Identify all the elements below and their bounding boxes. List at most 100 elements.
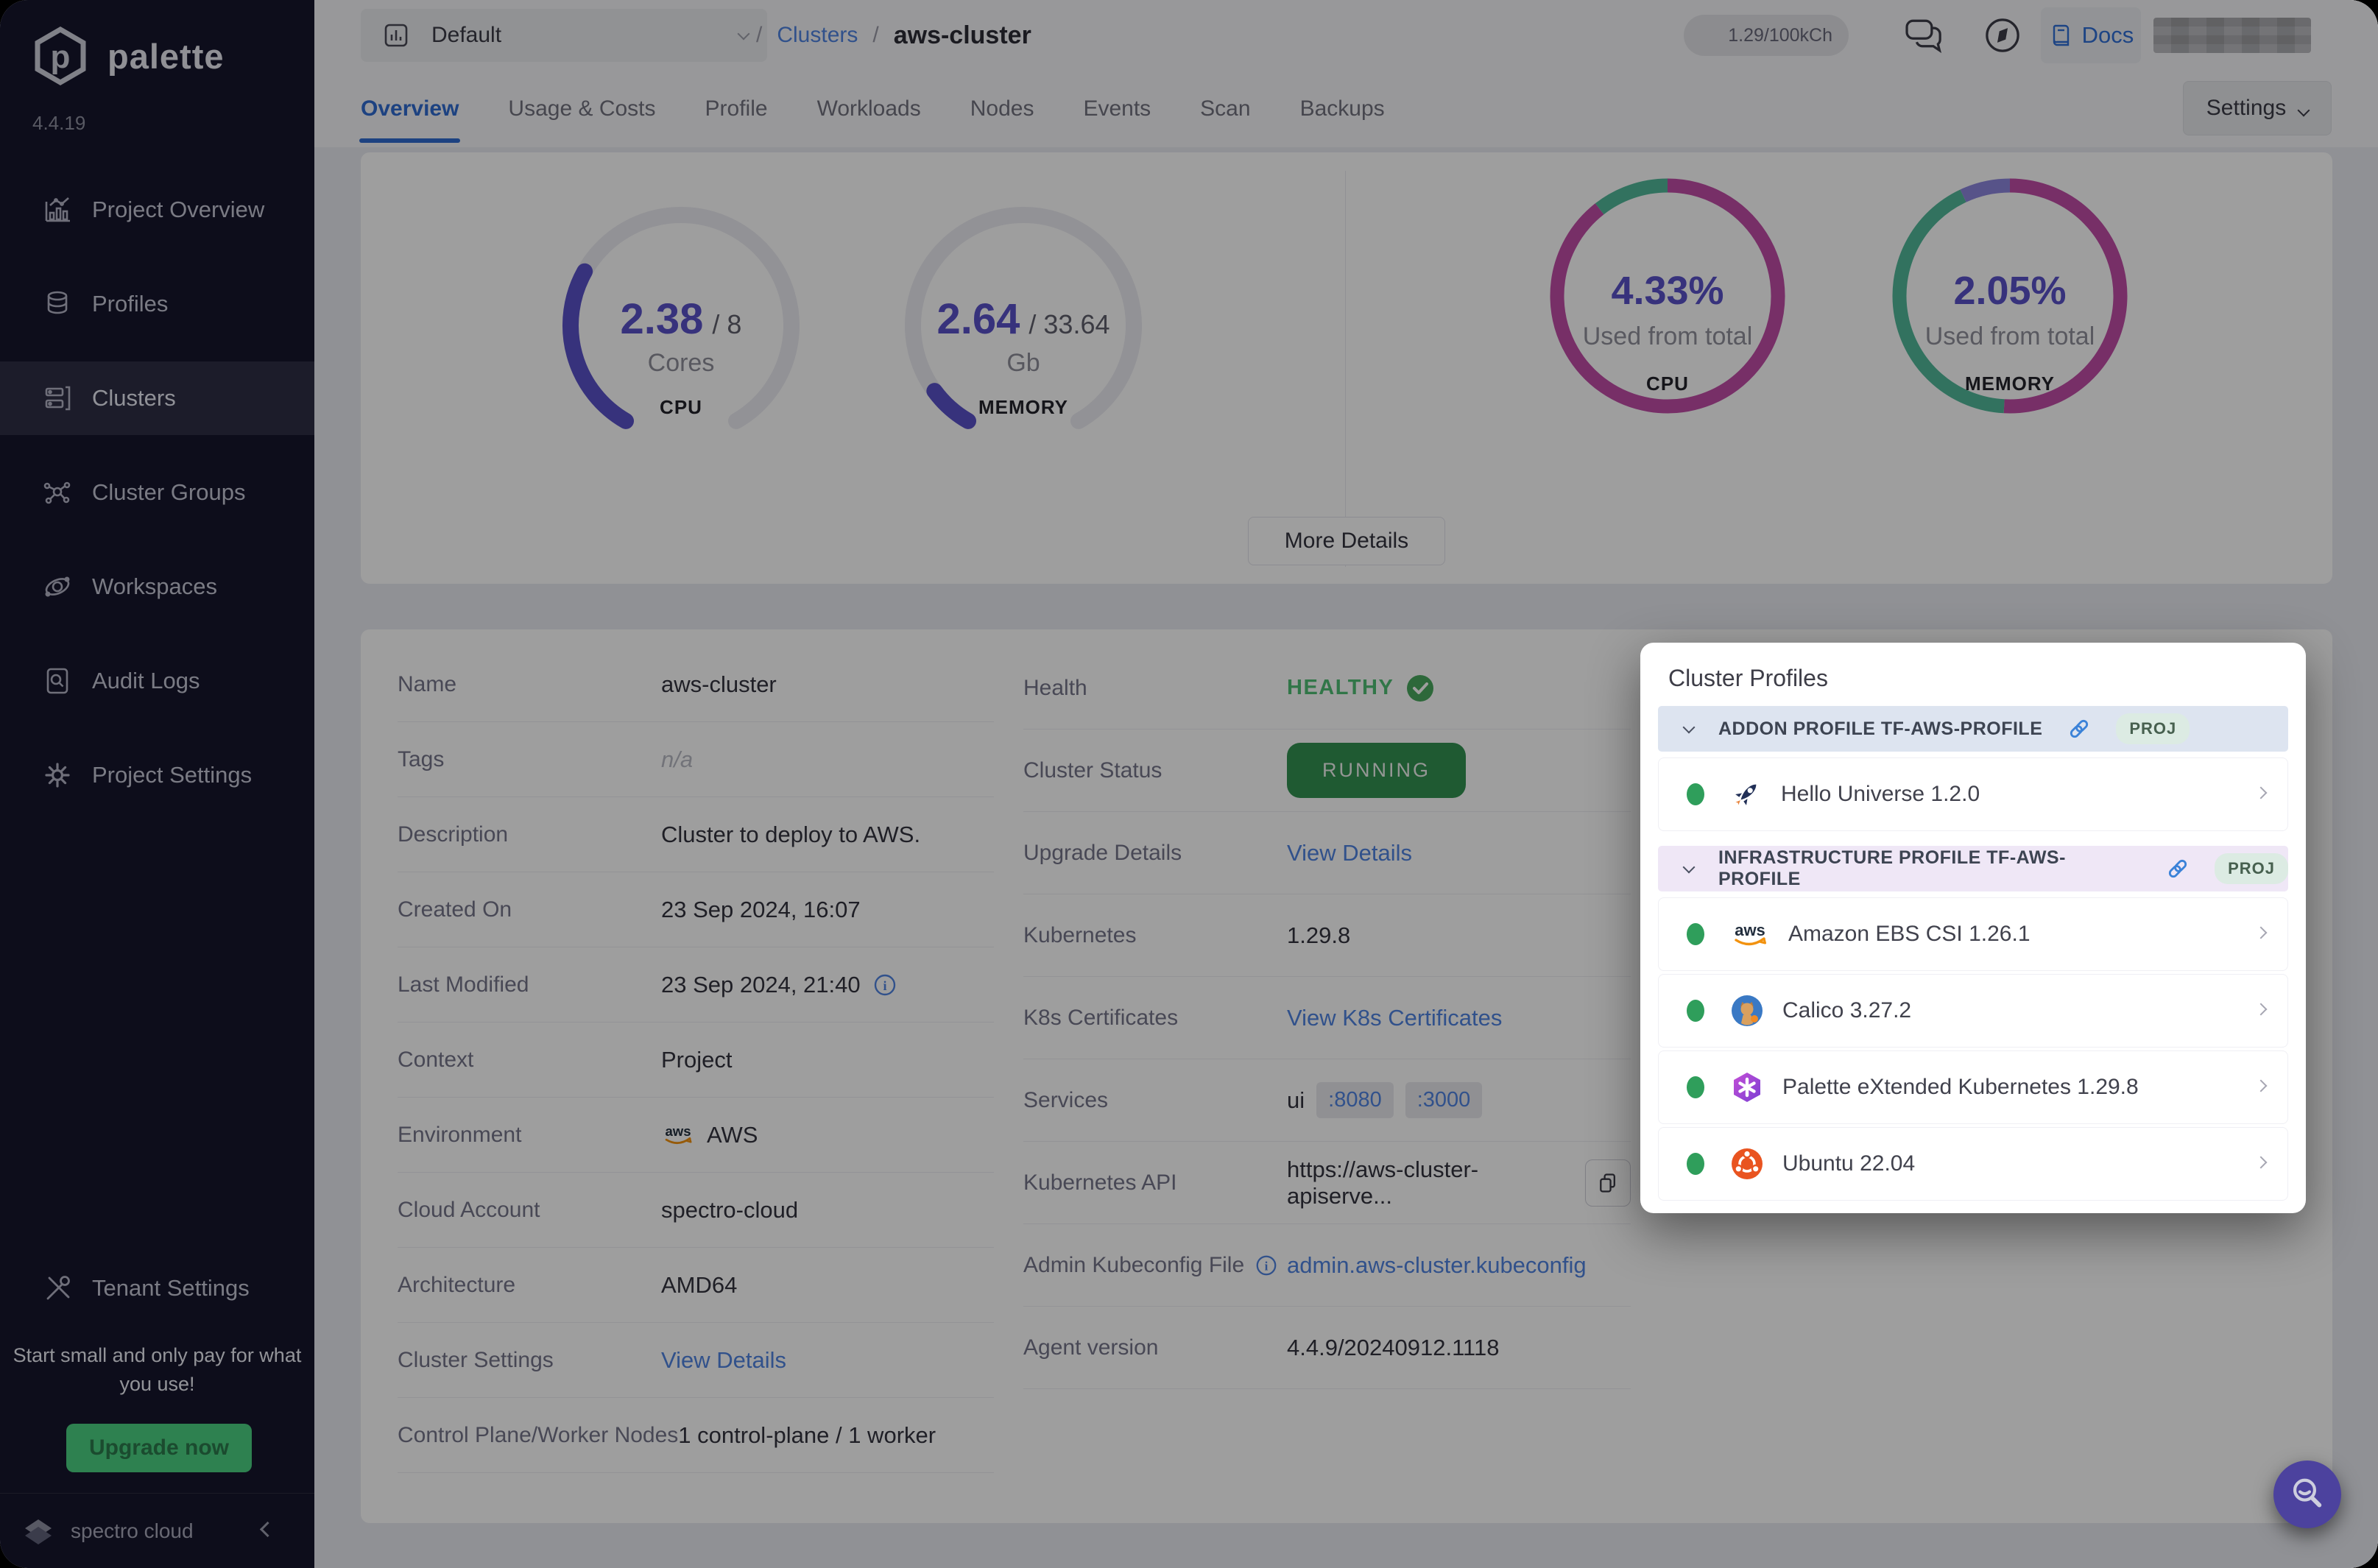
infrastructure-profile-section-header[interactable]: INFRASTRUCTURE PROFILE TF-AWS-PROFILE PR… [1658,846,2288,891]
copy-icon[interactable] [1585,1159,1631,1207]
detail-row-cloud-account: Cloud Account spectro-cloud [398,1173,994,1248]
sidebar: p palette 4.4.19 Project Overview [0,0,314,1568]
chevron-down-icon [1684,862,1693,875]
top-bar: Default / Clusters / aws-cluster 1.29/10… [314,0,2378,71]
tab-nodes[interactable]: Nodes [970,96,1034,121]
sidebar-item-label: Cluster Groups [92,479,245,506]
palette-logo-icon: p [29,25,91,87]
project-selector[interactable]: Default [361,9,767,62]
profile-pack-calico[interactable]: Calico 3.27.2 [1658,974,2288,1048]
cluster-settings-view-details-link[interactable]: View Details [661,1347,786,1374]
tab-profile[interactable]: Profile [705,96,768,121]
panel-title: Cluster Profiles [1668,665,2288,694]
sidebar-collapse-button[interactable] [262,1524,273,1539]
chevron-right-icon [2257,788,2265,801]
link-icon [2166,857,2190,880]
scope-badge: PROJ [2116,713,2190,744]
detail-row-cluster-status: Cluster Status RUNNING [1023,730,1631,812]
sidebar-item-profiles[interactable]: Profiles [0,267,314,341]
memory-total-value: / 33.64 [1029,309,1109,340]
profile-pack-amazon-ebs-csi[interactable]: aws Amazon EBS CSI 1.26.1 [1658,897,2288,971]
upgrade-now-button[interactable]: Upgrade now [66,1424,252,1472]
tab-overview[interactable]: Overview [361,96,459,121]
breadcrumb-separator: / [756,23,762,48]
breadcrumb-current: aws-cluster [894,21,1031,50]
upgrade-view-details-link[interactable]: View Details [1287,840,1412,866]
sidebar-item-label: Profiles [92,291,168,317]
sidebar-item-project-overview[interactable]: Project Overview [0,173,314,247]
docs-button[interactable]: Docs [2041,7,2141,63]
detail-row-architecture: Architecture AMD64 [398,1248,994,1323]
view-k8s-certificates-link[interactable]: View K8s Certificates [1287,1005,1502,1031]
sidebar-item-label: Tenant Settings [92,1275,250,1302]
tab-workloads[interactable]: Workloads [817,96,921,121]
chevron-down-icon [1684,722,1693,735]
detail-row-admin-kubeconfig: Admin Kubeconfig File i admin.aws-cluste… [1023,1224,1631,1307]
spectro-cloud-logo-icon [19,1512,57,1550]
detail-row-services: Services ui :8080 :3000 [1023,1059,1631,1142]
memory-percent-value: 2.05% [1877,268,2142,314]
sidebar-tenant: Tenant Settings [0,1251,314,1346]
settings-label: Settings [2206,96,2286,121]
sidebar-item-audit-logs[interactable]: Audit Logs [0,644,314,718]
sidebar-item-project-settings[interactable]: Project Settings [0,738,314,812]
breadcrumb-link-clusters[interactable]: Clusters [777,23,858,48]
svg-text:p: p [51,39,71,75]
sidebar-item-workspaces[interactable]: Workspaces [0,550,314,624]
info-icon[interactable]: i [872,972,897,997]
chevron-right-icon [2257,1004,2265,1017]
search-help-fab[interactable] [2273,1461,2341,1528]
healthy-status-dot [1687,1153,1704,1175]
more-details-button[interactable]: More Details [1248,517,1445,565]
project-settings-icon [40,758,74,792]
healthy-status-dot [1687,783,1704,805]
detail-row-tags: Tags n/a [398,722,994,797]
sidebar-item-label: Project Overview [92,197,264,223]
chat-icon[interactable] [1902,13,1947,58]
cpu-donut-label: CPU [1535,372,1800,395]
link-icon [2067,717,2091,741]
addon-profile-section-header[interactable]: ADDON PROFILE TF-AWS-PROFILE PROJ [1658,706,2288,752]
profile-pack-palette-extended-kubernetes[interactable]: Palette eXtended Kubernetes 1.29.8 [1658,1050,2288,1124]
info-icon[interactable]: i [1255,1254,1278,1277]
detail-row-created-on: Created On 23 Sep 2024, 16:07 [398,872,994,947]
tab-events[interactable]: Events [1083,96,1151,121]
hello-universe-rocket-icon [1731,779,1762,810]
app-version: 4.4.19 [32,112,85,135]
tab-scan[interactable]: Scan [1200,96,1250,121]
chevron-down-icon [739,29,748,42]
compass-help-icon[interactable] [1980,13,2025,58]
profile-pack-ubuntu[interactable]: Ubuntu 22.04 [1658,1127,2288,1201]
cpu-gauge-label: CPU [548,396,814,419]
tab-usage-costs[interactable]: Usage & Costs [508,96,655,121]
svg-text:aws: aws [665,1123,691,1138]
sidebar-item-tenant-settings[interactable]: Tenant Settings [0,1251,314,1325]
detail-row-agent-version: Agent version 4.4.9/20240912.1118 [1023,1307,1631,1389]
cluster-profiles-panel: Cluster Profiles ADDON PROFILE TF-AWS-PR… [1640,643,2306,1213]
chevron-down-icon [2299,96,2308,121]
detail-row-kubernetes-api: Kubernetes API https://aws-cluster-apise… [1023,1142,1631,1224]
sidebar-nav: Project Overview Profiles Clusters [0,173,314,833]
user-account-redacted[interactable] [2153,18,2311,53]
detail-row-environment: Environment aws AWS [398,1098,994,1173]
cpu-unit: Cores [548,349,814,378]
upgrade-promo-text: Start small and only pay for what you us… [0,1341,314,1399]
service-port-3000-link[interactable]: :3000 [1405,1082,1483,1118]
detail-row-upgrade-details: Upgrade Details View Details [1023,812,1631,894]
metrics-card: 2.38/ 8 Cores CPU 2.64/ 33.64 Gb MEMORY … [361,152,2332,584]
spectro-cloud-label: spectro cloud [71,1519,194,1543]
cpu-percent-caption: Used from total [1535,322,1800,351]
tab-backups[interactable]: Backups [1300,96,1385,121]
ubuntu-icon [1731,1148,1763,1180]
svg-text:i: i [883,978,886,993]
service-port-8080-link[interactable]: :8080 [1316,1082,1394,1118]
detail-row-description: Description Cluster to deploy to AWS. [398,797,994,872]
cpu-total-value: / 8 [712,309,741,340]
sidebar-item-clusters[interactable]: Clusters [0,361,314,435]
profile-pack-hello-universe[interactable]: Hello Universe 1.2.0 [1658,757,2288,831]
settings-dropdown-button[interactable]: Settings [2183,81,2332,135]
kubeconfig-download-link[interactable]: admin.aws-cluster.kubeconfig [1287,1252,1587,1279]
palette-pxk-icon [1731,1071,1763,1103]
sidebar-item-cluster-groups[interactable]: Cluster Groups [0,456,314,529]
memory-gauge-label: MEMORY [891,396,1156,419]
